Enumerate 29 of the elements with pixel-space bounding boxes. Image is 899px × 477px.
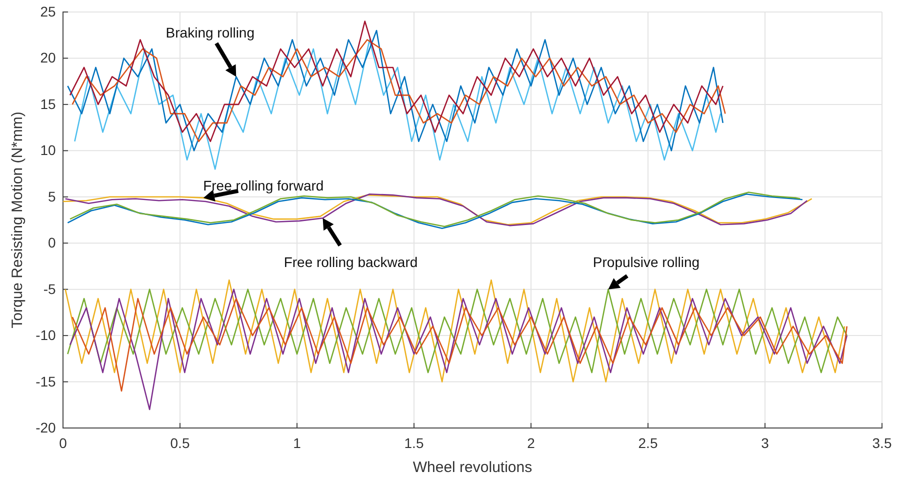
y-tick-label: 15	[40, 96, 56, 112]
line-series	[64, 279, 846, 382]
y-tick-label: 10	[40, 142, 56, 158]
x-axis-title: Wheel revolutions	[412, 459, 532, 476]
line-series	[72, 298, 848, 392]
y-axis-title: Torque Resisting Motion (N*mm)	[9, 112, 26, 328]
y-tick-label: 20	[40, 50, 56, 66]
y-tick-label: -20	[36, 419, 56, 436]
y-tick-label: -5	[43, 280, 56, 297]
y-tick-label: -10	[36, 327, 56, 344]
line-series	[69, 288, 848, 410]
y-tick-label: -15	[36, 373, 56, 390]
annotation: Propulsive rolling	[592, 254, 700, 270]
y-tick-label: 25	[40, 3, 56, 20]
annotation: Free rolling backward	[284, 254, 418, 270]
y-tick-label: 5	[48, 188, 56, 204]
x-tick-label: 3	[761, 434, 770, 451]
line-series	[74, 39, 722, 170]
x-tick-label: 3.5	[872, 434, 892, 451]
x-tick-label: 2	[527, 434, 536, 451]
x-tick-label: 0	[59, 434, 68, 451]
annotation: Braking rolling	[166, 24, 255, 41]
annotation: Free rolling forward	[203, 178, 324, 194]
y-tick-label: 0	[48, 234, 56, 251]
x-tick-label: 1	[293, 434, 302, 451]
x-tick-label: 0.5	[170, 434, 190, 451]
x-tick-label: 2.5	[638, 434, 658, 451]
line-series	[72, 39, 726, 142]
x-tick-label: 1.5	[404, 434, 424, 451]
